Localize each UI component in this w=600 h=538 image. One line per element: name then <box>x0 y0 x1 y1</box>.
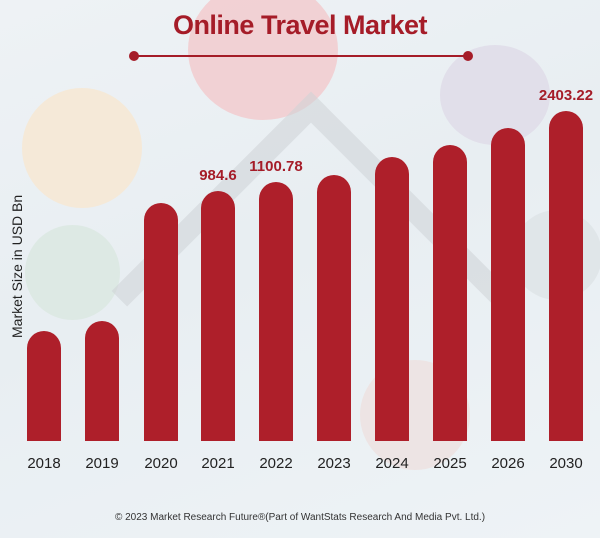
underline-dot-left <box>129 51 139 61</box>
underline-dot-right <box>463 51 473 61</box>
x-tick-label: 2024 <box>375 455 409 472</box>
copyright-footer: © 2023 Market Research Future®(Part of W… <box>114 512 486 523</box>
bar-2026 <box>491 128 525 441</box>
bar-2030 <box>549 111 583 441</box>
data-label: 984.6 <box>199 167 237 184</box>
title-underline <box>133 55 469 57</box>
bar-2021 <box>201 191 235 441</box>
money-bg-icon <box>25 225 120 320</box>
bar-2023 <box>317 175 351 441</box>
dining-bg-icon <box>22 88 142 208</box>
x-tick-label: 2021 <box>201 455 235 472</box>
x-tick-label: 2023 <box>317 455 351 472</box>
y-axis-label: Market Size in USD Bn <box>9 194 25 338</box>
hotel-bed-bg-icon <box>440 45 550 145</box>
data-label: 1100.78 <box>249 158 303 175</box>
bar-2022 <box>259 182 293 441</box>
x-tick-label: 2019 <box>85 455 119 472</box>
flight-bg-icon <box>188 0 338 120</box>
bar-2020 <box>144 203 178 441</box>
x-tick-label: 2030 <box>549 455 583 472</box>
chart-title: Online Travel Market <box>172 10 428 40</box>
x-tick-label: 2020 <box>144 455 178 472</box>
x-tick-label: 2018 <box>27 455 61 472</box>
bar-2024 <box>375 157 409 441</box>
x-tick-label: 2025 <box>433 455 467 472</box>
bar-2019 <box>85 321 119 441</box>
data-label: 2403.22 <box>538 87 594 104</box>
x-tick-label: 2022 <box>259 455 293 472</box>
bar-2018 <box>27 331 61 441</box>
x-tick-label: 2026 <box>491 455 525 472</box>
bar-2025 <box>433 145 467 441</box>
